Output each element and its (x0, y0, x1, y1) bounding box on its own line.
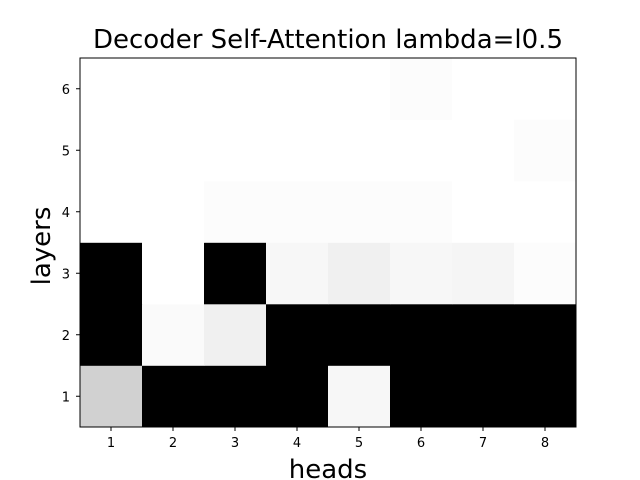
heatmap-cell (266, 119, 329, 182)
heatmap-cell (80, 365, 143, 428)
heatmap-cell (266, 58, 329, 120)
plot-frame (79, 57, 577, 428)
heatmap-cell (328, 119, 391, 182)
heatmap-cell (452, 242, 515, 305)
heatmap-cell (266, 304, 329, 366)
heatmap-cell (328, 304, 391, 366)
heatmap-cell (514, 119, 577, 182)
heatmap-cell (390, 304, 453, 366)
heatmap-cell (328, 365, 391, 428)
heatmap-cell (80, 58, 143, 120)
heatmap-cell (514, 242, 577, 305)
heatmap-cell (142, 304, 205, 366)
heatmap-cell (452, 181, 515, 243)
heatmap-cell (390, 242, 453, 305)
x-tick-label: 1 (107, 436, 115, 451)
heatmap-cell (142, 58, 205, 120)
x-tick-label: 4 (293, 436, 301, 451)
heatmap-cell (204, 181, 267, 243)
heatmap-cell (328, 181, 391, 243)
x-tick-label: 3 (231, 436, 239, 451)
heatmap-cell (204, 365, 267, 428)
x-axis-ticks: 1 2 3 4 5 6 7 8 (107, 427, 549, 451)
x-tick-label: 7 (479, 436, 487, 451)
heatmap-cell (142, 242, 205, 305)
heatmap-cell (390, 181, 453, 243)
heatmap-cell (80, 242, 143, 305)
heatmap-cell (204, 304, 267, 366)
heatmap-cell (204, 58, 267, 120)
heatmap-cell (514, 58, 577, 120)
heatmap-cell (328, 242, 391, 305)
heatmap-cell (390, 58, 453, 120)
heatmap-cell (80, 181, 143, 243)
y-tick-label: 1 (62, 390, 70, 405)
heatmap-cell (204, 242, 267, 305)
heatmap-cell (452, 365, 515, 428)
heatmap-cells (80, 58, 577, 428)
heatmap-cell (514, 304, 577, 366)
y-tick-label: 3 (62, 267, 70, 282)
heatmap-cell (142, 119, 205, 182)
heatmap-cell (514, 181, 577, 243)
heatmap-cell (80, 304, 143, 366)
heatmap-cell (80, 119, 143, 182)
y-tick-label: 5 (62, 144, 70, 159)
heatmap-cell (266, 242, 329, 305)
heatmap-cell (452, 119, 515, 182)
heatmap-cell (142, 365, 205, 428)
y-tick-label: 4 (62, 206, 70, 221)
x-tick-label: 8 (541, 436, 549, 451)
x-axis-label: heads (289, 455, 367, 480)
heatmap-cell (452, 304, 515, 366)
x-tick-label: 2 (169, 436, 177, 451)
y-tick-label: 2 (62, 329, 70, 344)
heatmap-cell (390, 365, 453, 428)
x-tick-label: 5 (355, 436, 363, 451)
y-tick-label: 6 (62, 83, 70, 98)
heatmap-cell (328, 58, 391, 120)
y-axis-ticks: 1 2 3 4 5 6 (62, 83, 80, 405)
x-tick-label: 6 (417, 436, 425, 451)
heatmap-cell (142, 181, 205, 243)
heatmap-cell (204, 119, 267, 182)
heatmap-cell (390, 119, 453, 182)
y-axis-label: layers (27, 207, 57, 286)
heatmap-cell (266, 365, 329, 428)
heatmap-cell (452, 58, 515, 120)
heatmap-cell (266, 181, 329, 243)
chart-title: Decoder Self-Attention lambda=l0.5 (93, 25, 563, 55)
heatmap-cell (514, 365, 577, 428)
